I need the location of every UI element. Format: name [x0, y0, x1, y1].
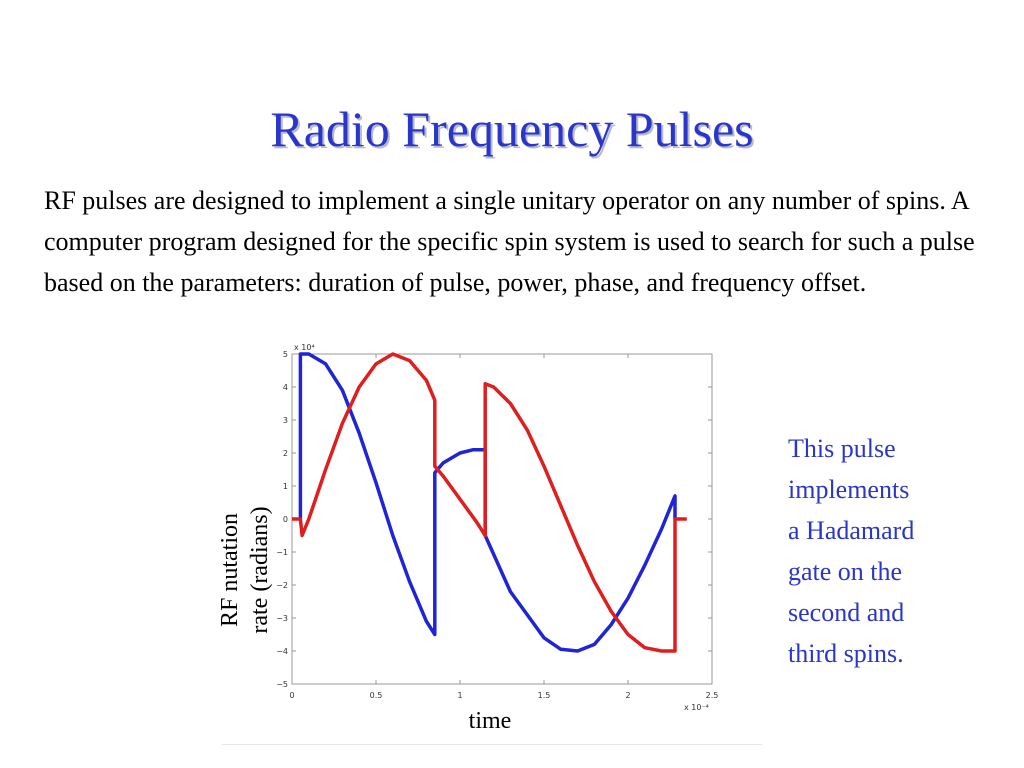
- y-tick-label: 4: [283, 383, 288, 392]
- y-tick-label: 0: [283, 515, 288, 524]
- side-note-line-3: a Hadamard: [788, 516, 915, 545]
- y-multiplier-label: x 10⁴: [294, 343, 315, 352]
- y-tick-label: −4: [276, 647, 288, 656]
- side-note-line-5: second and: [788, 598, 905, 627]
- side-note: This pulse implements a Hadamard gate on…: [788, 428, 988, 674]
- plot-frame: [291, 353, 713, 685]
- side-note-line-1: This pulse: [788, 434, 896, 463]
- y-tick-label: 2: [283, 449, 288, 458]
- y-tick-label: 5: [283, 350, 288, 359]
- y-tick-label: −2: [276, 581, 288, 590]
- y-tick-label: 3: [283, 416, 288, 425]
- x-tick-label: 1.5: [538, 691, 551, 700]
- x-tick-label: 0.5: [370, 691, 383, 700]
- y-tick-label: −3: [276, 614, 288, 623]
- x-tick-label: 0: [289, 691, 294, 700]
- x-tick-label: 1: [457, 691, 462, 700]
- y-tick-label: 1: [283, 482, 288, 491]
- series-line-2: [292, 352, 687, 653]
- side-note-line-2: implements: [788, 475, 910, 504]
- side-note-line-6: third spins.: [788, 639, 904, 668]
- divider-line: [222, 744, 762, 745]
- y-tick-label: −5: [276, 680, 288, 689]
- side-note-line-4: gate on the: [788, 557, 903, 586]
- x-axis-label: time: [468, 708, 512, 734]
- y-tick-label: −1: [276, 548, 288, 557]
- x-tick-label: 2: [625, 691, 630, 700]
- y-axis-label-line-1: RF nutation: [217, 513, 243, 628]
- body-paragraph: RF pulses are designed to implement a si…: [44, 186, 975, 297]
- slide-title: Radio Frequency Pulses: [270, 101, 754, 157]
- series-line-1: [298, 352, 677, 653]
- x-tick-label: 2.5: [706, 691, 719, 700]
- x-multiplier-label: x 10⁻⁴: [684, 703, 709, 712]
